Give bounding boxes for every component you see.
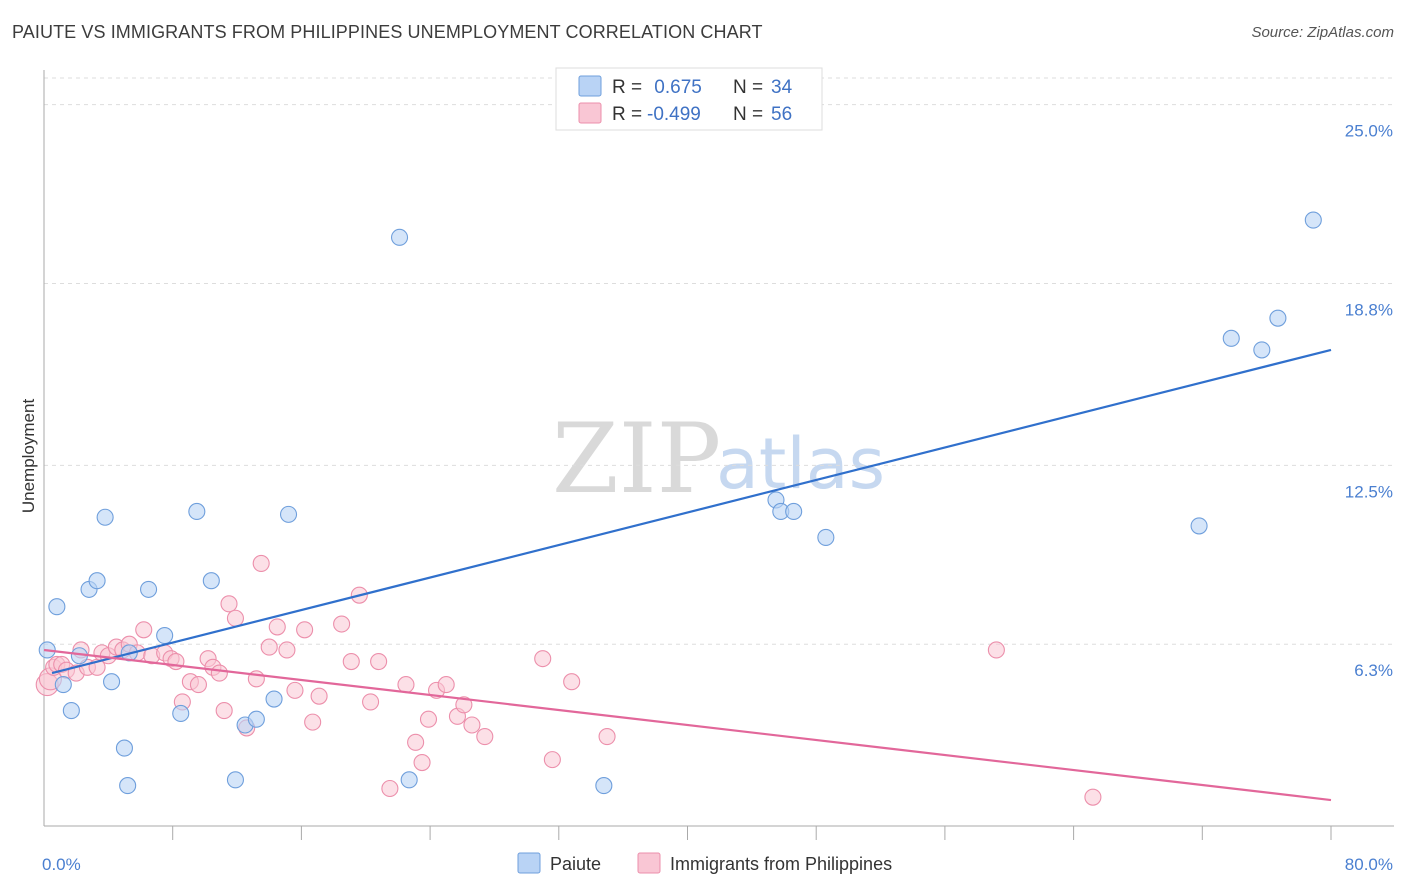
data-point-philippines	[397, 676, 415, 694]
data-point-philippines	[543, 751, 561, 769]
data-point-paiute	[103, 673, 121, 691]
legend-n-label-philippines: N =	[733, 104, 763, 125]
data-point-philippines	[226, 609, 244, 627]
data-point-philippines	[362, 693, 380, 711]
data-point-philippines	[215, 702, 233, 720]
data-point-paiute	[62, 702, 80, 720]
data-point-paiute	[48, 598, 66, 616]
data-point-philippines	[437, 676, 455, 694]
trend-line-philippines	[43, 648, 1332, 802]
data-point-paiute	[265, 690, 283, 708]
grid-lines	[44, 77, 1394, 645]
data-point-philippines	[220, 595, 238, 613]
data-point-philippines	[476, 727, 494, 746]
trend-lines	[43, 348, 1332, 802]
bottom-legend-swatch-philippines	[637, 852, 661, 874]
legend-n-value-philippines: 56	[771, 104, 792, 125]
data-point-philippines	[419, 710, 438, 728]
legend-r-label-paiute: R =	[612, 77, 642, 98]
data-point-paiute	[817, 528, 835, 547]
y-axis-label: Unemployment	[19, 399, 38, 514]
data-point-paiute	[156, 627, 174, 645]
y-tick-label: 25.0%	[1345, 122, 1393, 141]
data-point-philippines	[252, 554, 270, 572]
data-point-paiute	[96, 508, 114, 526]
data-point-philippines	[381, 779, 399, 798]
legend-r-value-paiute: 0.675	[649, 77, 702, 98]
data-point-philippines	[189, 676, 207, 694]
data-point-paiute	[172, 704, 190, 723]
bottom-legend-swatch-paiute	[517, 852, 541, 874]
legend-n-label-paiute: N =	[733, 77, 763, 98]
data-point-paiute	[88, 572, 106, 590]
data-point-philippines	[260, 638, 278, 656]
data-point-paiute	[119, 777, 137, 795]
data-point-philippines	[455, 696, 473, 714]
data-point-paiute	[279, 505, 298, 523]
data-point-philippines	[210, 664, 228, 682]
trend-line-paiute	[51, 348, 1332, 675]
data-point-paiute	[785, 502, 803, 521]
data-point-philippines	[463, 716, 481, 734]
data-point-paiute	[140, 580, 158, 598]
legend-r-value-philippines: -0.499	[647, 104, 701, 125]
watermark: ZIP atlas	[552, 403, 885, 515]
data-point-paiute	[54, 676, 72, 694]
data-point-paiute	[595, 777, 613, 795]
data-point-philippines	[413, 753, 431, 772]
legend-r-label-philippines: R =	[612, 104, 642, 125]
data-point-paiute	[247, 710, 265, 728]
data-point-paiute	[1190, 517, 1208, 535]
data-point-paiute	[188, 502, 206, 521]
source-attribution: Source: ZipAtlas.com	[1251, 24, 1394, 41]
data-point-philippines	[167, 652, 185, 671]
x-tick-label: 80.0%	[1345, 855, 1393, 874]
legend-n-value-paiute: 34	[771, 77, 793, 98]
legend-swatch-paiute	[578, 75, 602, 97]
data-point-philippines	[296, 621, 314, 639]
watermark-atlas: atlas	[716, 423, 885, 505]
axes	[43, 70, 1394, 827]
data-point-philippines	[534, 650, 552, 668]
data-point-philippines	[370, 652, 388, 671]
bottom-legend-label-paiute: Paiute	[550, 854, 601, 874]
y-tick-label: 6.3%	[1354, 661, 1393, 680]
legend-swatch-philippines	[578, 102, 602, 124]
data-point-philippines	[310, 687, 328, 705]
bottom-legend-label-philippines: Immigrants from Philippines	[670, 854, 892, 874]
data-point-philippines	[342, 652, 360, 671]
y-tick-label: 18.8%	[1345, 301, 1393, 320]
y-tick-label: 12.5%	[1345, 482, 1393, 501]
data-point-philippines	[268, 618, 286, 636]
data-point-paiute	[1253, 341, 1271, 359]
data-point-philippines	[987, 641, 1005, 659]
data-point-philippines	[563, 673, 581, 691]
x-tick-label: 0.0%	[42, 855, 81, 874]
data-point-paiute	[390, 228, 409, 246]
data-point-philippines	[407, 733, 425, 751]
data-point-philippines	[278, 641, 296, 659]
data-point-paiute	[202, 572, 220, 590]
legend-box: R = 0.675 N = 34 R = -0.499 N = 56	[555, 67, 823, 131]
data-point-paiute	[1222, 329, 1240, 347]
watermark-zip: ZIP	[552, 403, 721, 515]
data-point-philippines	[598, 727, 616, 746]
chart-title: PAIUTE VS IMMIGRANTS FROM PHILIPPINES UN…	[12, 22, 763, 42]
x-axis-ticks: 0.0% 80.0%	[42, 826, 1393, 874]
data-point-paiute	[1269, 309, 1287, 327]
y-axis-tick-labels: 6.3% 12.5% 18.8% 25.0%	[1345, 122, 1393, 681]
data-point-paiute	[400, 771, 418, 789]
data-point-philippines	[135, 621, 153, 639]
data-point-philippines	[333, 615, 351, 633]
data-point-paiute	[1304, 211, 1322, 229]
data-point-philippines	[286, 681, 304, 699]
bottom-legend: Paiute Immigrants from Philippines	[517, 852, 892, 874]
data-point-philippines	[1084, 788, 1102, 806]
data-point-paiute	[115, 739, 133, 757]
series-philippines-points	[35, 554, 1102, 806]
data-point-philippines	[304, 713, 322, 731]
data-point-paiute	[226, 771, 244, 789]
